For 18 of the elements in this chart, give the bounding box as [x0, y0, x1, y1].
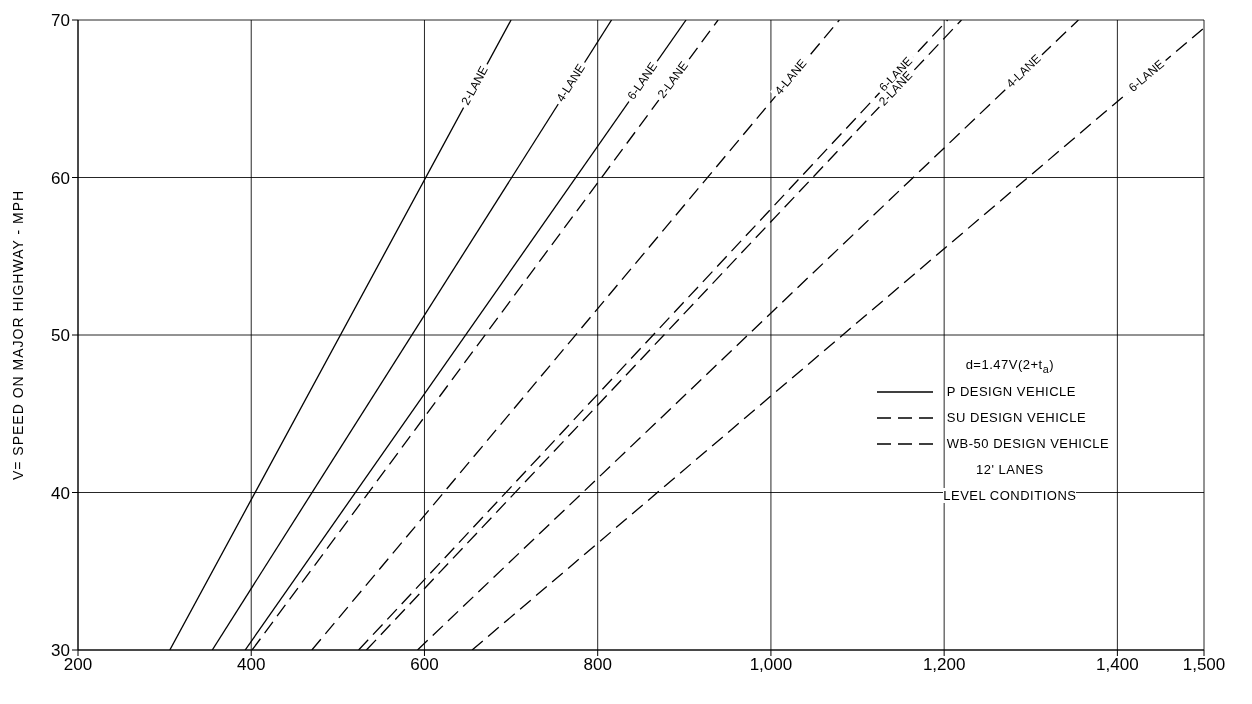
annotation: SU DESIGN VEHICLE — [946, 410, 1087, 425]
x-tick-label: 1,200 — [922, 655, 966, 675]
y-tick-label: 50 — [51, 326, 70, 346]
annotation: d=1.47V(2+t$_{a}$) — [965, 356, 1055, 375]
annotation: P DESIGN VEHICLE — [946, 384, 1076, 399]
y-tick-label: 70 — [51, 11, 70, 31]
annotation: LEVEL CONDITIONS — [943, 488, 1077, 503]
x-tick-label: 800 — [583, 655, 612, 675]
x-tick-label: 1,400 — [1096, 655, 1139, 675]
annotation: WB-50 DESIGN VEHICLE — [946, 436, 1110, 451]
y-axis-title: V= SPEED ON MAJOR HIGHWAY - MPH — [9, 189, 26, 481]
y-tick-label: 60 — [51, 168, 70, 188]
x-tick-label: 600 — [410, 655, 439, 675]
x-tick-label: 400 — [237, 655, 266, 675]
x-tick-label: 1,000 — [749, 655, 793, 675]
x-tick-label: 1,500 — [1182, 655, 1226, 675]
y-tick-label: 40 — [51, 483, 70, 503]
annotation: 12' LANES — [976, 462, 1044, 477]
